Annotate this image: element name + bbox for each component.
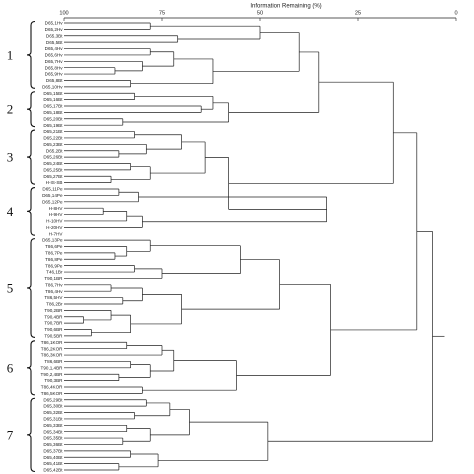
leaf-label: H-8HV [49,206,64,211]
leaf-label: T86,6BR [44,359,63,364]
group-bracket [26,397,36,473]
leaf-label: T90,4BR [44,314,63,319]
axis-tick-label: 50 [257,11,263,17]
leaf-label: D65,3Bt [46,33,63,38]
group-bracket [26,129,36,185]
group-bracket [26,20,36,89]
leaf-label: T86,4KOR [41,385,63,390]
leaf-label: D65,19Bt [43,123,63,128]
leaf-label: T90,2,4BR [41,372,64,377]
leaf-label: D65,8Bt [46,78,63,83]
leaf-label: D65,2Hv [45,27,64,32]
leaf-label: T86,3KOR [41,353,63,358]
leaf-label: D65,4Hv [45,46,64,51]
leaf-label: H-IS-SB [46,180,63,185]
leaf-label: D65,6Hv [45,53,64,58]
leaf-label: D65,15Bt [43,91,63,96]
leaf-label: D65,32Bt [43,410,63,415]
leaf-label: T86,7Pe [45,250,63,255]
leaf-label: D65,36Bt [43,442,63,447]
leaf-label: D65,26Bt [43,155,63,160]
leaf-label: T86,2Br [46,302,63,307]
leaf-label: D65,12Pe [42,199,63,204]
group-bracket [26,186,36,236]
axis-tick-label: 0 [454,11,457,17]
leaf-label: T86,1KOR [41,340,63,345]
leaf-label: T90,5BR [44,334,63,339]
leaf-label: D65,18Bt [43,110,63,115]
leaf-label: T90,6BR [44,327,63,332]
dendrogram-branches [64,22,445,471]
leaf-label: D65,13Pe [42,238,63,243]
leaf-label: D65,20Bt [43,116,63,121]
leaf-label: D65,35Bt [43,436,63,441]
leaf-label: T46,1Br [46,270,63,275]
leaf-label: D65,5Bt [46,40,63,45]
group-bracket [26,340,36,396]
leaf-label: D65,10Hv [42,84,63,89]
leaf-label: D65,9Hv [45,72,64,77]
leaf-label: D65,37Bt [43,448,63,453]
leaf-label: H-10HV [46,219,63,224]
leaf-label: D65,16Bt [43,97,63,102]
leaf-label: T90,2BR [44,308,63,313]
leaf-label: T86,9Pe [45,263,63,268]
leaf-label: D65,30Bt [43,404,63,409]
leaf-label: T86,4Hv [45,289,63,294]
leaf-label: D65,27Bt [43,174,63,179]
leaf-label: T86,2KOR [41,346,63,351]
leaf-label: D65,34Bt [43,429,63,434]
leaf-label: D65,23Bt [43,142,63,147]
axis-tick-label: 25 [355,11,361,17]
axis-title: Information Remaining (%) [250,4,321,10]
axis-tick-label: 75 [159,11,165,17]
leaf-label: D65,17Bt [43,104,63,109]
group-brackets: 1 2 3 4 5 6 7 [7,20,36,473]
group-label: 3 [7,150,14,165]
leaf-label: T90,1BR [44,276,63,281]
group-bracket [26,238,36,338]
leaf-label: H-7HV [49,231,64,236]
leaf-label: T86,7Hv [45,282,63,287]
leaf-label: T90,7BR [44,321,63,326]
group-label: 2 [7,102,14,117]
leaf-label: D65,21Bt [43,129,63,134]
leaf-label: D65,29Bt [43,397,63,402]
group-label: 7 [7,427,14,442]
axis-top: Information Remaining (%) 100 75 50 25 0 [59,4,458,21]
leaf-label: D65,24Bt [43,161,63,166]
leaf-label: T90,3BR [44,378,63,383]
leaf-label: T90,1,4BR [41,365,64,370]
group-label: 5 [7,281,14,296]
leaf-label: T86,5KOR [41,391,63,396]
leaf-label: D65,25Bt [43,167,63,172]
leaf-label: D65,2Bt [46,148,63,153]
leaf-label: D65,7Hv [45,59,64,64]
leaf-label: D65,33Bt [43,423,63,428]
leaf-label: T86,5HV [44,295,63,300]
group-label: 4 [7,204,14,219]
group-bracket [26,91,36,128]
leaf-label: T86,8Pe [45,257,63,262]
leaf-label: T86,6Pe [45,244,63,249]
group-label: 1 [7,47,14,62]
leaf-label: H-20HV [46,225,63,230]
axis-tick-label: 100 [59,11,68,17]
leaf-label: D65,11Pe [42,187,63,192]
leaf-label: D65,40Bt [43,455,63,460]
leaf-label: D65,22Bt [43,136,63,141]
leaf-label: D65,1Hv [45,21,64,26]
leaf-label: D65,41Bt [43,461,63,466]
leaf-label: D65,42Bt [43,468,63,473]
group-label: 6 [7,360,14,375]
leaf-label: D65,14Pe [42,193,63,198]
leaf-label: D65,8Hv [45,65,64,70]
leaf-label: D65,31Bt [43,417,63,422]
leaf-label: H-9HV [49,212,64,217]
